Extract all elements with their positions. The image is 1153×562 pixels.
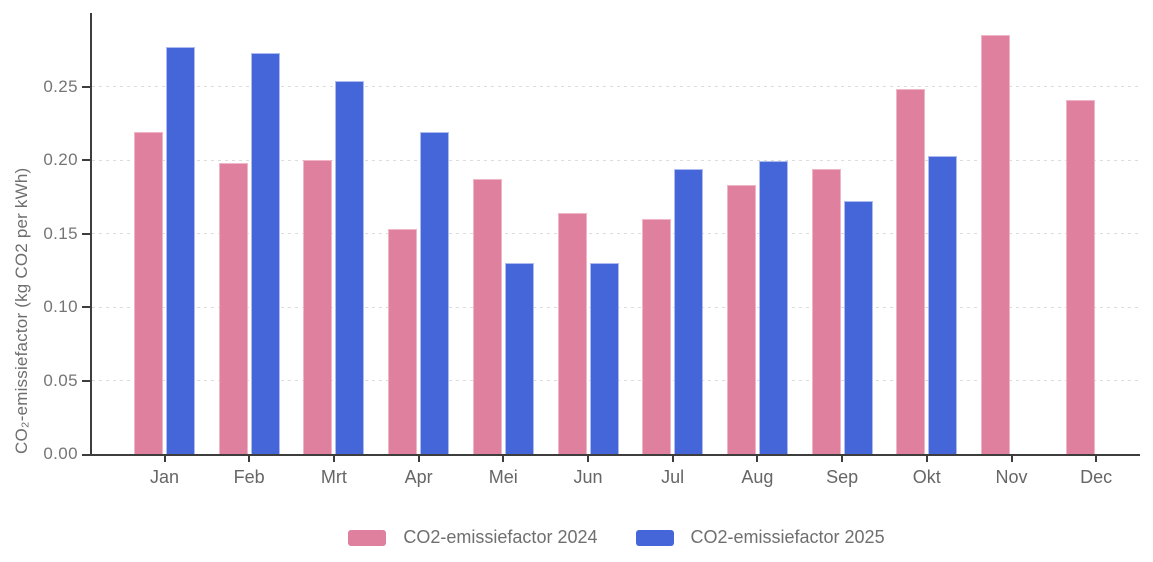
x-tick-label-okt: Okt [912,467,941,487]
x-tick-label-mrt: Mrt [320,467,347,487]
bar-2024-feb[interactable] [218,162,248,454]
y-tick-label: 0.15 [43,223,78,243]
x-tick-mark-sep [841,456,844,462]
y-tick-label: 0.20 [43,150,78,169]
x-tick-label-aug: Aug [741,467,774,487]
x-tick-label-jul: Jul [661,467,685,487]
legend-label-2025: CO2-emissiefactor 2025 [690,527,885,547]
bar-2024-apr[interactable] [388,229,418,454]
bar-2024-sep[interactable] [811,168,841,454]
bar-2025-aug[interactable] [758,161,788,454]
bar-2024-okt[interactable] [896,89,926,454]
bar-2025-jun[interactable] [589,262,619,454]
y-tick-mark-0.05 [82,379,90,382]
x-tick-mark-dec [1095,456,1098,462]
bar-2024-nov[interactable] [981,35,1010,454]
bar-2024-jul[interactable] [642,218,672,454]
gridline-0.15 [92,233,1140,234]
x-tick-label-nov: Nov [995,467,1028,487]
legend-swatch-2025 [635,529,674,546]
legend-item-2025[interactable]: CO2-emissiefactor 2025 [635,527,885,548]
x-tick-label-apr: Apr [404,467,433,487]
y-tick-mark-0.00 [82,454,90,456]
bar-2024-mrt[interactable] [303,160,333,454]
bar-2025-jan[interactable] [166,46,195,454]
bar-2025-apr[interactable] [420,132,450,454]
y-tick-mark-0.25 [82,85,90,88]
y-tick-label: 0.10 [43,297,78,316]
bar-2025-okt[interactable] [928,155,958,454]
x-tick-mark-jun [587,456,589,462]
y-tick-label: 0.05 [43,370,78,390]
x-tick-label-mei: Mei [488,467,518,487]
x-tick-mark-jan [163,456,166,462]
y-tick-mark-0.10 [82,306,90,308]
x-tick-mark-jul [671,456,674,462]
bar-2025-jul[interactable] [674,168,704,454]
y-tick-mark-0.20 [82,159,90,161]
y-tick-label: 0.00 [43,444,78,463]
y-tick-label: 0.25 [43,76,78,96]
gridline-0.20 [92,159,1140,161]
bar-2024-aug[interactable] [726,184,756,454]
legend: CO2-emissiefactor 2024 CO2-emissiefactor… [40,527,1153,548]
bar-2025-sep[interactable] [843,201,873,454]
x-tick-mark-mei [502,456,505,462]
x-tick-label-jun: Jun [573,467,603,487]
gridline-0.25 [92,86,1140,87]
x-tick-label-dec: Dec [1080,467,1113,487]
bar-2024-dec[interactable] [1065,99,1095,454]
x-tick-label-sep: Sep [826,467,859,487]
x-tick-mark-apr [417,456,420,462]
x-tick-mark-mrt [332,456,335,462]
bar-2025-mrt[interactable] [335,80,365,454]
x-tick-mark-feb [248,456,251,462]
x-tick-label-feb: Feb [233,467,265,487]
legend-label-2024: CO2-emissiefactor 2024 [403,527,598,547]
legend-swatch-2024 [348,529,387,546]
x-tick-mark-nov [1010,456,1013,462]
bar-2025-mei[interactable] [504,262,534,454]
x-tick-label-jan: Jan [149,467,180,487]
legend-item-2024[interactable]: CO2-emissiefactor 2024 [348,527,598,548]
bar-2024-mei[interactable] [472,179,502,454]
bar-2024-jun[interactable] [557,212,587,454]
x-tick-mark-aug [756,456,759,462]
bar-2025-feb[interactable] [250,52,280,454]
y-tick-mark-0.15 [82,232,90,235]
bar-2024-jan[interactable] [134,132,163,454]
x-tick-mark-okt [925,456,928,462]
